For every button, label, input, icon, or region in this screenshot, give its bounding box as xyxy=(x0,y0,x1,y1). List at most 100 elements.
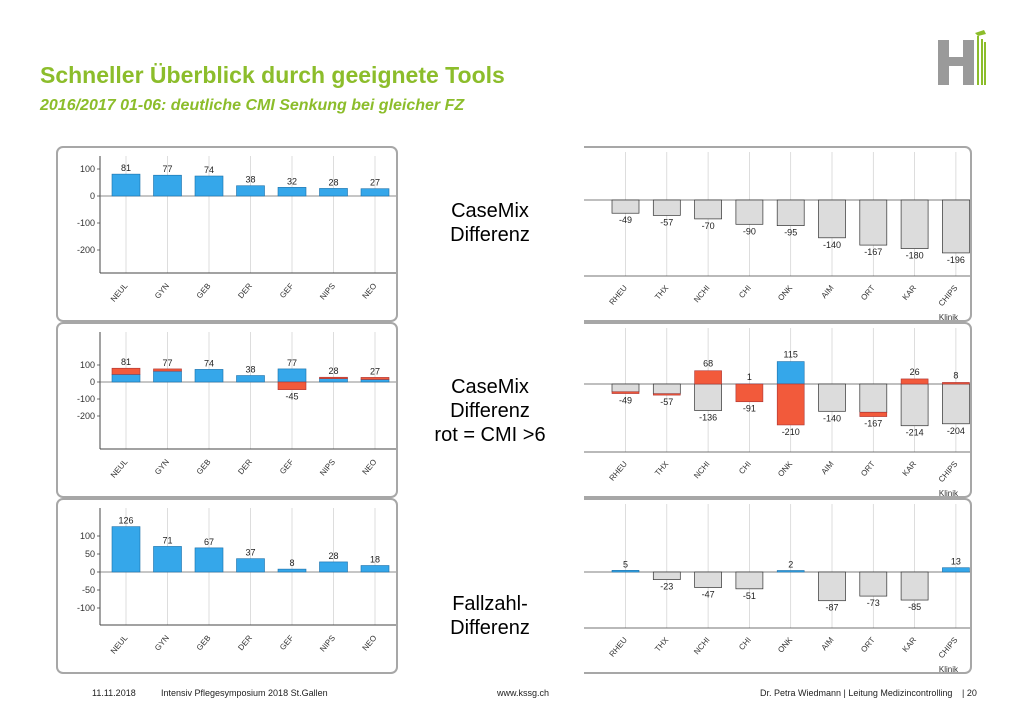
bar-chart-left-3: 100 50 0 -50 -100 126 71 67 37 8 28 18 NEUL GYN GEB DER… xyxy=(77,508,396,656)
data-label: 32 xyxy=(287,176,297,186)
bar xyxy=(153,546,182,573)
data-label: 2 xyxy=(788,560,793,570)
label-casemix: CaseMix Differenz xyxy=(395,199,585,247)
bar xyxy=(153,174,182,197)
hospital-logo-icon xyxy=(938,30,986,85)
x-tick-label: GEB xyxy=(195,634,213,653)
data-label-positive: 1 xyxy=(747,372,752,382)
label-fallzahl-line-1: Fallzahl- xyxy=(452,593,528,615)
y-tick-label: 50 xyxy=(85,549,95,559)
x-tick-label: NEO xyxy=(360,282,378,301)
x-tick-label: GEB xyxy=(195,458,213,477)
bar xyxy=(942,199,970,254)
x-tick-label: NIPS xyxy=(318,458,337,478)
x-tick-label: CHIPS xyxy=(937,460,960,485)
bar xyxy=(652,571,681,580)
data-label-positive: 115 xyxy=(784,350,798,360)
data-label: 77 xyxy=(162,358,172,368)
y-tick-label: 100 xyxy=(80,531,95,541)
bar-red xyxy=(611,391,640,394)
bar-gray xyxy=(900,383,929,427)
bar-chart-right-1: RHEU THX NCHI CHI ONK AIM ORT KAR CHIPS Klinik -49… xyxy=(584,152,970,322)
bar xyxy=(360,188,390,197)
data-label: -90 xyxy=(743,226,756,236)
x-tick-label: GEB xyxy=(195,282,213,301)
x-tick-label: CHIPS xyxy=(937,636,960,661)
data-label: 38 xyxy=(245,365,255,375)
bar-gray xyxy=(611,383,640,393)
data-label: -85 xyxy=(908,602,921,612)
x-tick-label: DER xyxy=(236,281,254,300)
bar-blue xyxy=(360,379,390,383)
y-tick-label: 0 xyxy=(90,377,95,387)
data-label: 74 xyxy=(204,358,214,368)
data-label-negative: -49 xyxy=(619,396,632,406)
chart-panel-right-1: RHEU THX NCHI CHI ONK AIM ORT KAR CHIPS Klinik -49… xyxy=(584,146,972,322)
x-tick-label: RHEU xyxy=(608,283,630,306)
chart-panel-left-3: 100 50 0 -50 -100 126 71 67 37 8 28 18 NEUL GYN GEB DER… xyxy=(56,498,398,674)
y-tick-label: -100 xyxy=(77,603,95,613)
x-tick-label: AIM xyxy=(819,459,835,476)
bar xyxy=(360,565,390,573)
bar xyxy=(111,526,141,573)
footer-page-number: | 20 xyxy=(962,688,977,698)
bar xyxy=(818,199,846,239)
data-label-negative: -214 xyxy=(906,428,924,438)
data-label: -167 xyxy=(864,247,882,257)
bar-red xyxy=(360,377,390,380)
data-label: -140 xyxy=(823,240,841,250)
chart-panel-left-1: 100 0 -100 -200 81 77 74 38 32 28 27 NEUL GYN GEB DER G… xyxy=(56,146,398,322)
label-casemix-rot-line-3: rot = CMI >6 xyxy=(434,424,546,446)
data-label: -196 xyxy=(947,255,965,265)
bar xyxy=(277,568,307,573)
x-tick-label: CHI xyxy=(737,284,753,300)
bar-red xyxy=(694,370,722,385)
footer-url[interactable]: www.kssg.ch xyxy=(497,688,550,698)
data-label: 13 xyxy=(951,557,961,567)
data-label: 27 xyxy=(370,178,380,188)
y-tick-label: 100 xyxy=(80,360,95,370)
footer-event: Intensiv Pflegesymposium 2018 St.Gallen xyxy=(161,688,328,698)
x-tick-label: KAR xyxy=(901,635,919,654)
x-axis-title: Klinik xyxy=(939,313,959,322)
bar xyxy=(111,173,141,197)
bar xyxy=(694,199,722,220)
bar-gray xyxy=(859,383,888,413)
bar-blue xyxy=(236,375,265,383)
data-label-negative: -91 xyxy=(743,404,756,414)
bar xyxy=(652,199,681,216)
x-tick-label: NEUL xyxy=(109,457,130,480)
bar xyxy=(776,199,805,226)
x-tick-label: ORT xyxy=(859,459,877,478)
x-tick-label: NEO xyxy=(360,634,378,653)
bar-red xyxy=(277,381,307,390)
data-label-negative: -140 xyxy=(823,413,841,423)
bar-red xyxy=(942,382,970,385)
x-tick-label: NCHI xyxy=(692,636,711,657)
data-label-negative: -45 xyxy=(285,392,298,402)
bar xyxy=(319,188,348,197)
y-tick-label: -50 xyxy=(82,585,95,595)
x-tick-label: NEUL xyxy=(109,281,130,304)
bar-red xyxy=(111,367,141,375)
data-label: 81 xyxy=(121,163,131,173)
data-label: -47 xyxy=(702,590,715,600)
bar-blue xyxy=(153,370,182,383)
data-label: 37 xyxy=(245,548,255,558)
x-tick-label: THX xyxy=(653,635,671,654)
bar xyxy=(236,558,265,573)
bar-blue xyxy=(111,374,141,383)
data-label-positive: 26 xyxy=(910,367,920,377)
data-label: 71 xyxy=(162,535,172,545)
label-casemix-line-2: Differenz xyxy=(450,224,530,246)
bar xyxy=(859,199,888,246)
data-label: -57 xyxy=(660,217,673,227)
x-tick-label: NIPS xyxy=(318,634,337,654)
bar-chart-left-1: 100 0 -100 -200 81 77 74 38 32 28 27 NEUL GYN GEB DER G… xyxy=(77,156,396,304)
bar-chart-right-3: RHEU THX NCHI CHI ONK AIM ORT KAR CHIPS Klinik 5 -2… xyxy=(584,504,970,672)
x-tick-label: NCHI xyxy=(692,284,711,305)
data-label-positive: 8 xyxy=(953,370,958,380)
label-fallzahl: Fallzahl- Differenz xyxy=(395,592,585,640)
x-tick-label: ORT xyxy=(859,283,877,302)
footer-date: 11.11.2018 xyxy=(92,688,136,698)
